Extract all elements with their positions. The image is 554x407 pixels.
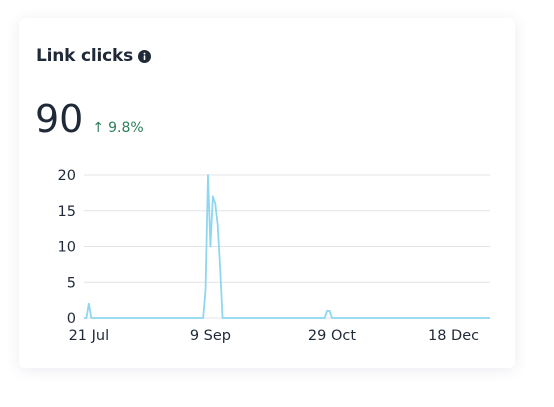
y-tick-label: 0: [67, 311, 76, 327]
y-tick-label: 10: [58, 240, 76, 256]
card-header: Link clicks: [36, 46, 152, 66]
y-tick-label: 20: [58, 168, 76, 184]
card-title: Link clicks: [36, 46, 134, 66]
y-tick-label: 5: [67, 275, 76, 291]
y-tick-label: 15: [58, 204, 76, 220]
total-clicks-value: 90: [35, 97, 84, 141]
arrow-up-icon: ↑: [92, 120, 105, 136]
link-clicks-card: Link clicks 90 ↑ 9.8% 0 5 10 15 20 21 Jul 9 Se…: [19, 18, 515, 368]
info-icon[interactable]: [138, 49, 152, 63]
x-tick-label: 9 Sep: [190, 328, 231, 344]
change-percent: 9.8%: [108, 120, 144, 136]
link-clicks-chart: 0 5 10 15 20 21 Jul 9 Sep 29 Oct 18 Dec: [58, 168, 490, 344]
series-line-link-clicks: [84, 174, 490, 319]
change-indicator: ↑ 9.8%: [92, 120, 143, 136]
x-tick-label: 18 Dec: [428, 328, 479, 344]
x-tick-label: 21 Jul: [69, 328, 110, 344]
x-tick-label: 29 Oct: [308, 328, 356, 344]
metric-summary: 90 ↑ 9.8%: [35, 96, 144, 142]
